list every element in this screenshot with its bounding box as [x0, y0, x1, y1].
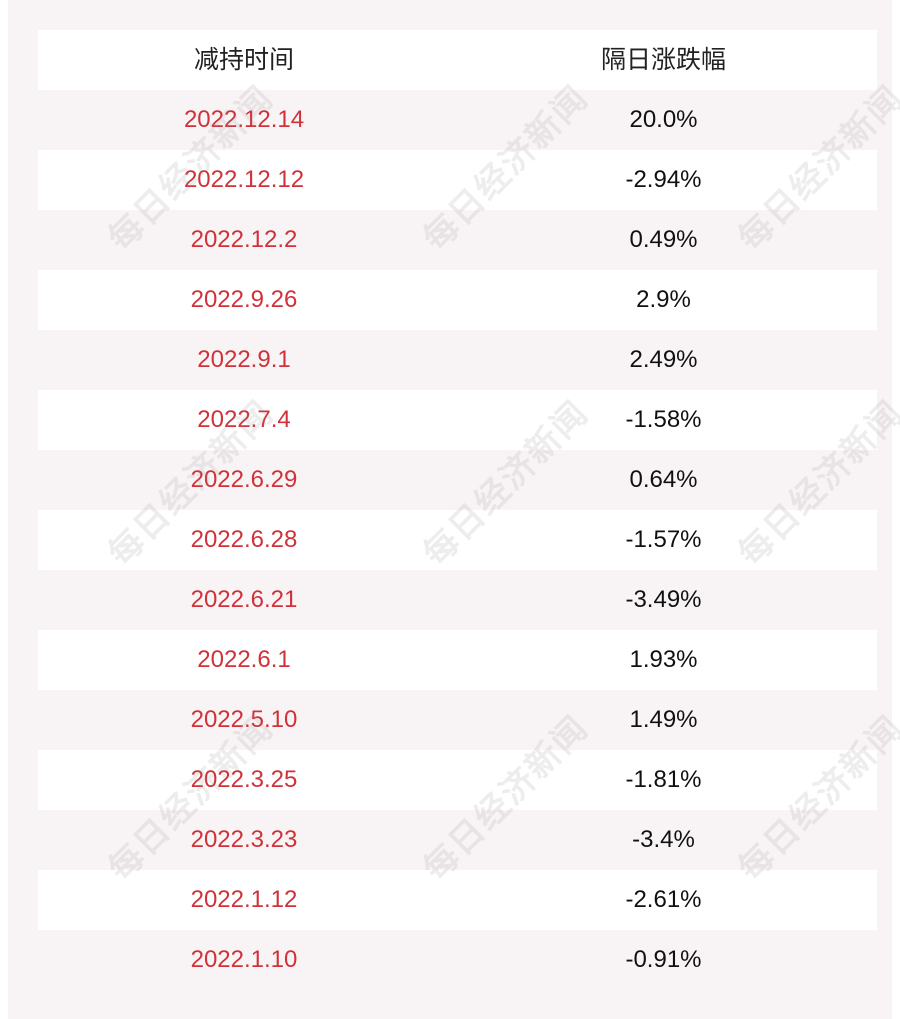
change-cell: -3.49% [625, 586, 702, 613]
date-cell: 2022.6.21 [190, 586, 298, 613]
date-cell: 2022.12.12 [183, 166, 305, 193]
table-row: 2022.5.10 1.49% [38, 690, 877, 750]
change-cell: 2.9% [636, 286, 691, 313]
change-cell: -1.81% [625, 766, 702, 793]
header-reduction-date: 减持时间 [193, 46, 294, 74]
change-cell: 2.49% [629, 346, 698, 373]
sell-down-table: 减持时间 隔日涨跌幅 2022.12.14 20.0% 2022.12.12 -… [38, 30, 877, 990]
change-cell: -2.94% [625, 166, 702, 193]
table-row: 2022.9.1 2.49% [38, 330, 877, 390]
date-cell: 2022.12.2 [190, 226, 298, 253]
change-cell: 0.49% [629, 226, 698, 253]
table-row: 2022.1.10 -0.91% [38, 930, 877, 990]
table-row: 2022.12.14 20.0% [38, 90, 877, 150]
date-cell: 2022.6.29 [190, 466, 298, 493]
date-cell: 2022.6.28 [190, 526, 298, 553]
date-cell: 2022.3.25 [190, 766, 298, 793]
date-cell: 2022.12.14 [183, 106, 305, 133]
table-row: 2022.12.12 -2.94% [38, 150, 877, 210]
date-cell: 2022.9.26 [190, 286, 298, 313]
change-cell: -1.57% [625, 526, 702, 553]
table-row: 2022.6.1 1.93% [38, 630, 877, 690]
table-row: 2022.12.2 0.49% [38, 210, 877, 270]
table-row: 2022.6.28 -1.57% [38, 510, 877, 570]
change-cell: -3.4% [632, 826, 695, 853]
header-next-day-change: 隔日涨跌幅 [600, 46, 726, 74]
table-header-row: 减持时间 隔日涨跌幅 [38, 30, 877, 90]
date-cell: 2022.3.23 [190, 826, 298, 853]
table-row: 2022.3.25 -1.81% [38, 750, 877, 810]
change-cell: -1.58% [625, 406, 702, 433]
change-cell: 20.0% [629, 106, 698, 133]
change-cell: -0.91% [625, 946, 702, 973]
date-cell: 2022.5.10 [190, 706, 298, 733]
table-row: 2022.6.29 0.64% [38, 450, 877, 510]
table-row: 2022.7.4 -1.58% [38, 390, 877, 450]
date-cell: 2022.1.10 [190, 946, 298, 973]
change-cell: 1.93% [629, 646, 698, 673]
date-cell: 2022.7.4 [197, 406, 291, 433]
table-row: 2022.1.12 -2.61% [38, 870, 877, 930]
date-cell: 2022.9.1 [197, 346, 291, 373]
date-cell: 2022.1.12 [190, 886, 298, 913]
table-row: 2022.9.26 2.9% [38, 270, 877, 330]
change-cell: 1.49% [629, 706, 698, 733]
change-cell: 0.64% [629, 466, 698, 493]
date-cell: 2022.6.1 [197, 646, 291, 673]
table-row: 2022.3.23 -3.4% [38, 810, 877, 870]
change-cell: -2.61% [625, 886, 702, 913]
table-row: 2022.6.21 -3.49% [38, 570, 877, 630]
